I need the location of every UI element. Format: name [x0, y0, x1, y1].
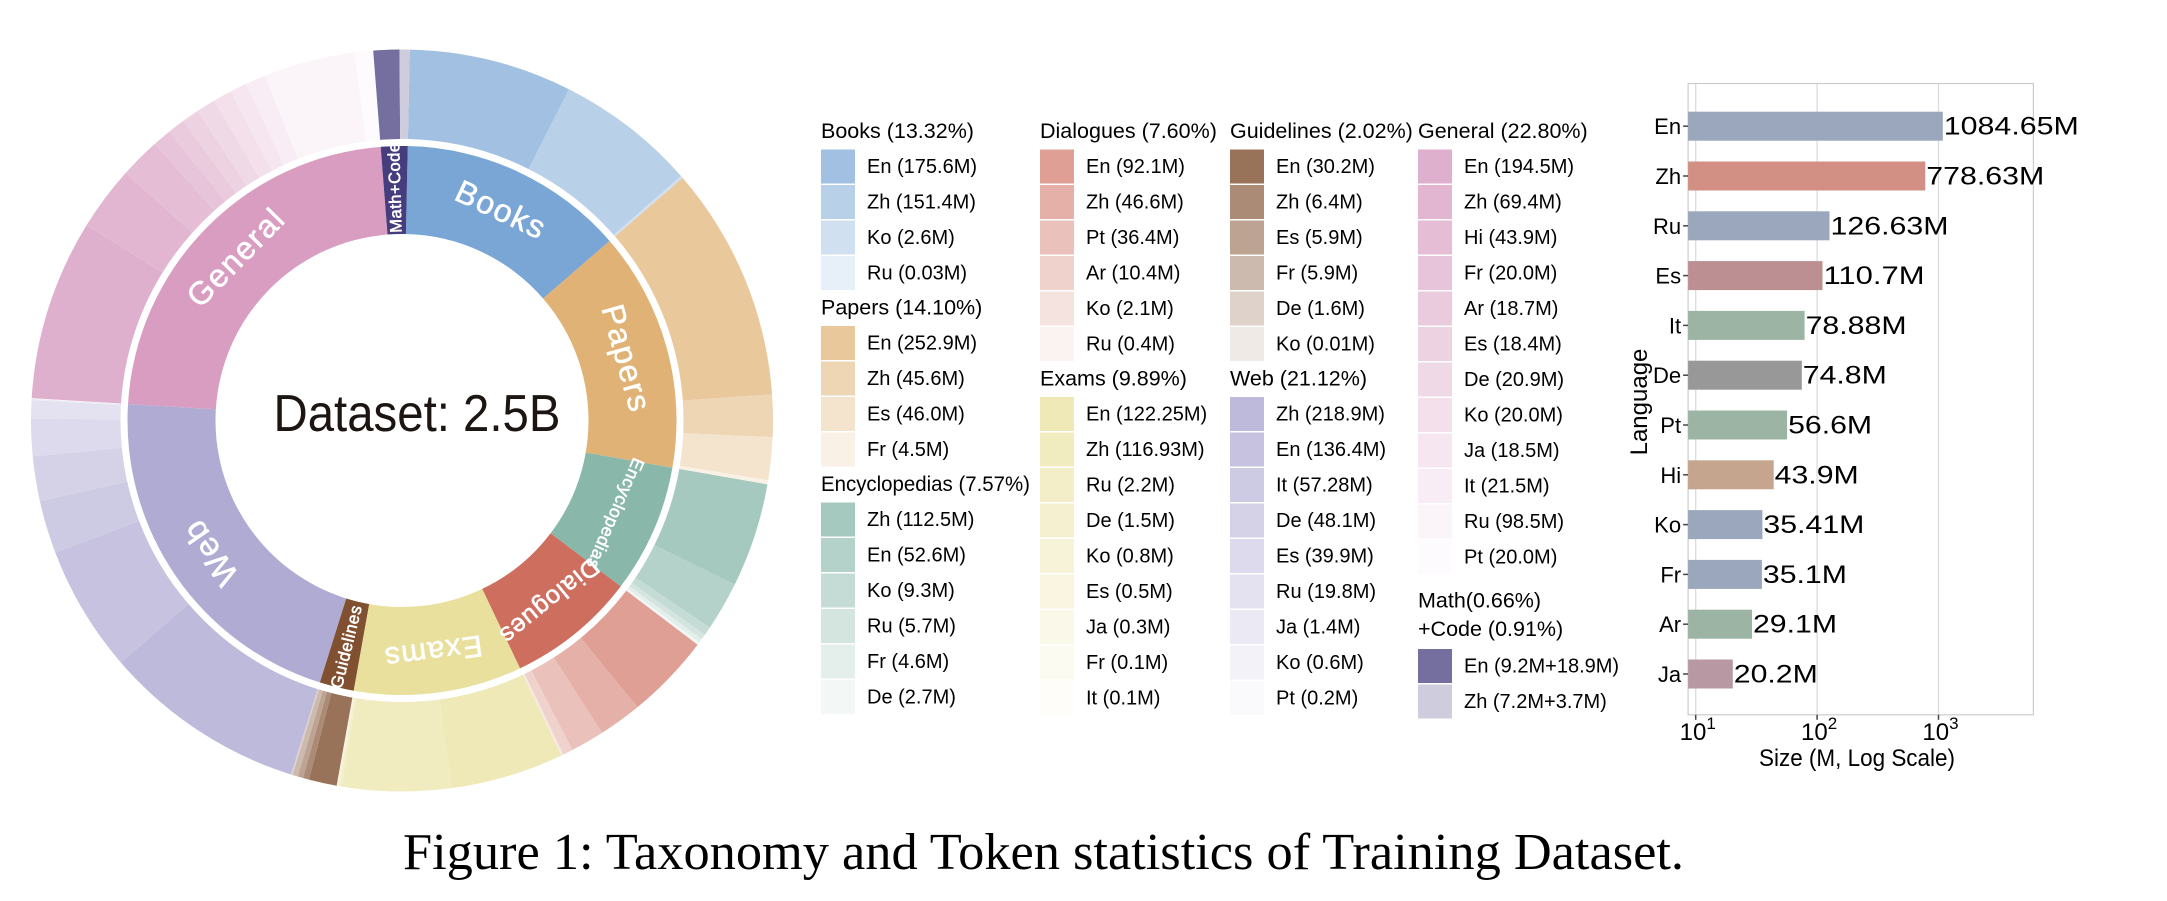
svg-text:Books (13.32%): Books (13.32%)	[821, 119, 974, 143]
svg-text:De (48.1M): De (48.1M)	[1276, 510, 1376, 532]
svg-text:En (92.1M): En (92.1M)	[1086, 156, 1185, 178]
svg-text:Ar (18.7M): Ar (18.7M)	[1464, 298, 1558, 320]
svg-text:General (22.80%): General (22.80%)	[1418, 119, 1588, 143]
svg-text:De: De	[1653, 363, 1681, 388]
svg-text:En (9.2M+18.9M): En (9.2M+18.9M)	[1464, 656, 1619, 678]
svg-text:Ru (0.4M): Ru (0.4M)	[1086, 334, 1175, 356]
svg-text:126.63M: 126.63M	[1831, 212, 1949, 240]
svg-text:Ja (0.3M): Ja (0.3M)	[1086, 617, 1170, 639]
svg-text:It (21.5M): It (21.5M)	[1464, 476, 1550, 498]
svg-text:Zh (46.6M): Zh (46.6M)	[1086, 192, 1184, 214]
svg-text:Pt (36.4M): Pt (36.4M)	[1086, 227, 1179, 249]
svg-text:Fr (4.5M): Fr (4.5M)	[867, 439, 949, 461]
svg-text:Zh (69.4M): Zh (69.4M)	[1464, 192, 1562, 214]
svg-text:Es (5.9M): Es (5.9M)	[1276, 227, 1363, 249]
svg-text:Zh (218.9M): Zh (218.9M)	[1276, 404, 1385, 426]
svg-text:En (252.9M): En (252.9M)	[867, 333, 977, 355]
svg-text:Dialogues (7.60%): Dialogues (7.60%)	[1040, 119, 1217, 143]
svg-text:En (194.5M): En (194.5M)	[1464, 156, 1574, 178]
svg-text:Es: Es	[1655, 264, 1681, 289]
svg-text:74.8M: 74.8M	[1803, 362, 1887, 390]
svg-text:Guidelines (2.02%): Guidelines (2.02%)	[1230, 119, 1413, 143]
svg-text:Papers (14.10%): Papers (14.10%)	[821, 296, 982, 320]
svg-text:De (1.6M): De (1.6M)	[1276, 298, 1365, 320]
svg-text:Fr (4.6M): Fr (4.6M)	[867, 651, 949, 673]
svg-text:Ru (5.7M): Ru (5.7M)	[867, 616, 956, 638]
svg-text:Zh (112.5M): Zh (112.5M)	[867, 509, 974, 531]
svg-text:Dataset: 2.5B: Dataset: 2.5B	[274, 385, 561, 443]
svg-text:Zh (151.4M): Zh (151.4M)	[867, 192, 976, 214]
svg-text:Language: Language	[1626, 349, 1653, 456]
svg-text:Ko (9.3M): Ko (9.3M)	[867, 580, 955, 602]
svg-text:Es (18.4M): Es (18.4M)	[1464, 334, 1562, 356]
svg-text:Ru (98.5M): Ru (98.5M)	[1464, 511, 1564, 533]
svg-text:En: En	[1654, 114, 1681, 139]
svg-text:Size (M, Log Scale): Size (M, Log Scale)	[1759, 745, 1955, 772]
svg-text:Ko (0.6M): Ko (0.6M)	[1276, 652, 1364, 674]
svg-text:Pt (20.0M): Pt (20.0M)	[1464, 547, 1557, 569]
svg-text:Hi: Hi	[1660, 463, 1681, 488]
svg-text:29.1M: 29.1M	[1753, 611, 1837, 639]
svg-text:De (2.7M): De (2.7M)	[867, 687, 956, 709]
svg-text:Fr: Fr	[1660, 562, 1681, 587]
svg-text:Ja (18.5M): Ja (18.5M)	[1464, 440, 1560, 462]
svg-text:En (122.25M): En (122.25M)	[1086, 404, 1207, 426]
svg-text:Ja (1.4M): Ja (1.4M)	[1276, 617, 1360, 639]
svg-text:Pt: Pt	[1660, 413, 1681, 438]
svg-text:Es (46.0M): Es (46.0M)	[867, 404, 965, 426]
svg-text:Math+Code: Math+Code	[385, 142, 406, 233]
svg-text:Ko (2.1M): Ko (2.1M)	[1086, 298, 1174, 320]
svg-text:Es (0.5M): Es (0.5M)	[1086, 581, 1173, 603]
svg-text:Pt (0.2M): Pt (0.2M)	[1276, 688, 1358, 710]
svg-text:Zh (7.2M+3.7M): Zh (7.2M+3.7M)	[1464, 691, 1607, 713]
svg-text:Es (39.9M): Es (39.9M)	[1276, 546, 1374, 568]
svg-text:Ko (0.01M): Ko (0.01M)	[1276, 334, 1375, 356]
svg-text:De (20.9M): De (20.9M)	[1464, 369, 1564, 391]
svg-text:En (136.4M): En (136.4M)	[1276, 439, 1386, 461]
svg-text:De (1.5M): De (1.5M)	[1086, 510, 1175, 532]
svg-text:Encyclopedias (7.57%): Encyclopedias (7.57%)	[821, 472, 1030, 496]
svg-text:En (52.6M): En (52.6M)	[867, 545, 966, 567]
svg-text:Ru (2.2M): Ru (2.2M)	[1086, 475, 1175, 497]
svg-text:Zh (6.4M): Zh (6.4M)	[1276, 192, 1363, 214]
svg-text:20.2M: 20.2M	[1734, 661, 1818, 689]
svg-text:Ar (10.4M): Ar (10.4M)	[1086, 263, 1180, 285]
svg-text:43.9M: 43.9M	[1775, 461, 1859, 489]
svg-text:Math(0.66%): Math(0.66%)	[1418, 589, 1541, 613]
svg-text:It (57.28M): It (57.28M)	[1276, 475, 1373, 497]
svg-text:Fr (5.9M): Fr (5.9M)	[1276, 263, 1358, 285]
svg-text:1084.65M: 1084.65M	[1944, 113, 2079, 141]
svg-text:En (175.6M): En (175.6M)	[867, 156, 977, 178]
svg-text:Zh: Zh	[1655, 164, 1681, 189]
svg-text:Ar: Ar	[1659, 612, 1681, 637]
svg-text:It (0.1M): It (0.1M)	[1086, 688, 1160, 710]
svg-text:Ko (2.6M): Ko (2.6M)	[867, 227, 955, 249]
svg-text:Ko (20.0M): Ko (20.0M)	[1464, 405, 1563, 427]
svg-text:56.6M: 56.6M	[1788, 412, 1872, 440]
svg-text:Ko: Ko	[1654, 513, 1681, 538]
svg-text:778.63M: 778.63M	[1926, 163, 2044, 191]
svg-text:35.41M: 35.41M	[1763, 511, 1864, 539]
svg-text:En (30.2M): En (30.2M)	[1276, 156, 1375, 178]
svg-text:Fr (0.1M): Fr (0.1M)	[1086, 652, 1168, 674]
svg-text:Ru: Ru	[1653, 214, 1681, 239]
svg-text:Ru (0.03M): Ru (0.03M)	[867, 263, 967, 285]
svg-text:78.88M: 78.88M	[1806, 312, 1907, 340]
svg-text:Fr (20.0M): Fr (20.0M)	[1464, 263, 1557, 285]
svg-text:Ru (19.8M): Ru (19.8M)	[1276, 581, 1376, 603]
svg-text:Ja: Ja	[1658, 662, 1682, 687]
svg-text:110.7M: 110.7M	[1824, 262, 1925, 290]
svg-text:+Code (0.91%): +Code (0.91%)	[1418, 617, 1563, 641]
svg-text:Zh (116.93M): Zh (116.93M)	[1086, 439, 1205, 461]
svg-text:Ko (0.8M): Ko (0.8M)	[1086, 546, 1174, 568]
svg-text:Zh (45.6M): Zh (45.6M)	[867, 368, 965, 390]
svg-text:It: It	[1669, 313, 1681, 338]
svg-text:Web (21.12%): Web (21.12%)	[1230, 367, 1367, 391]
svg-text:35.1M: 35.1M	[1763, 561, 1847, 589]
svg-text:Hi (43.9M): Hi (43.9M)	[1464, 227, 1557, 249]
svg-text:Figure 1: Taxonomy and Token s: Figure 1: Taxonomy and Token statistics …	[403, 824, 1684, 881]
svg-text:Exams (9.89%): Exams (9.89%)	[1040, 367, 1187, 391]
